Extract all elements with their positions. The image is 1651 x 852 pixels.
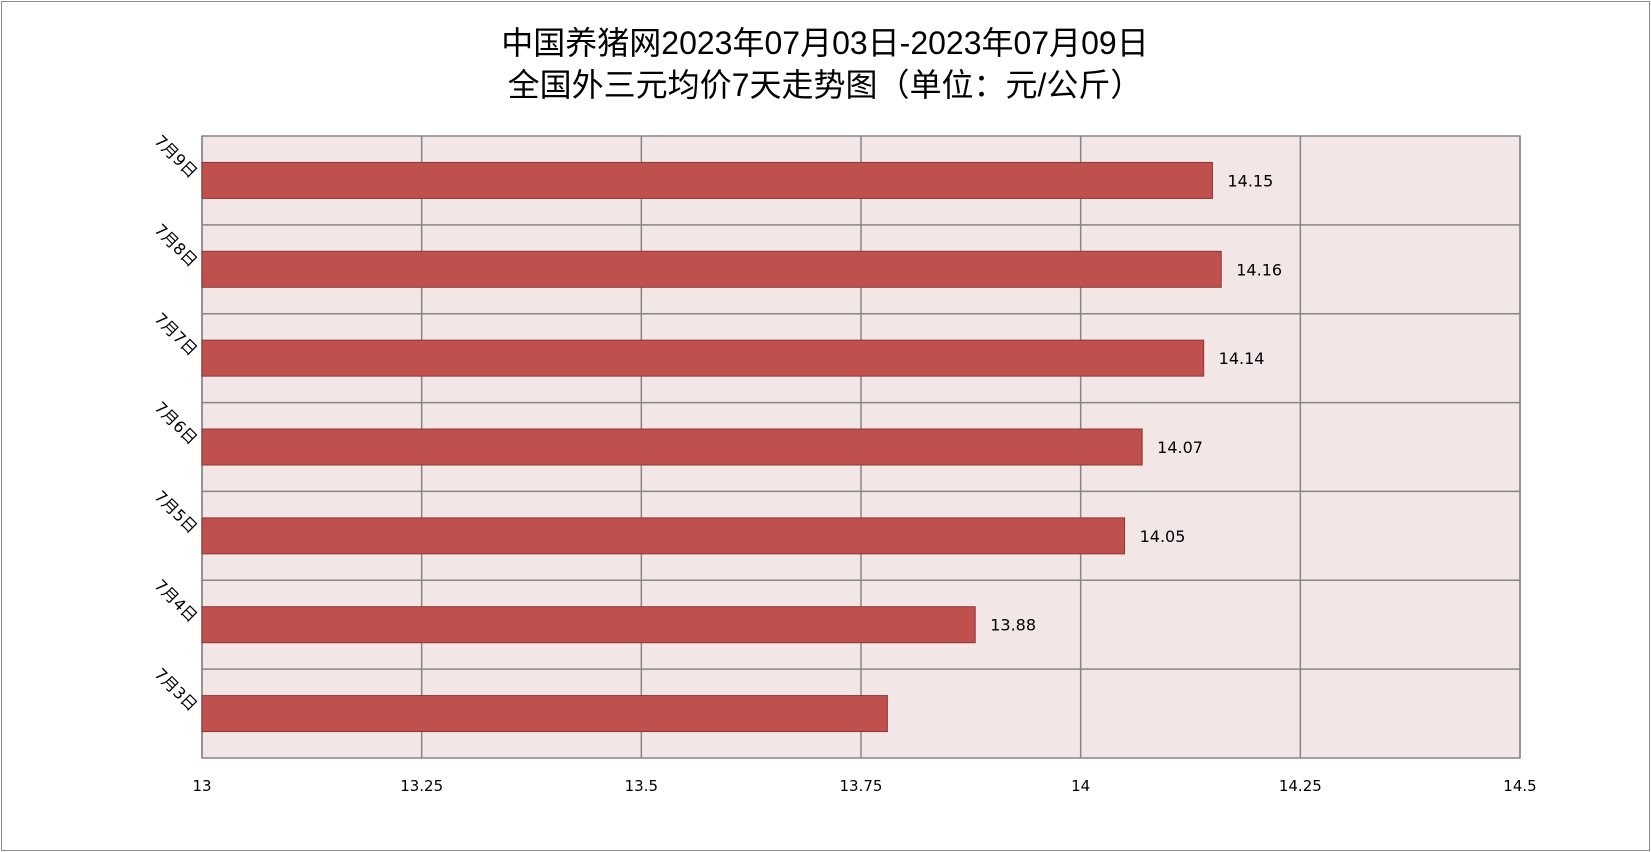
x-tick-label: 13.5 [625, 777, 658, 795]
y-category-label: 7月4日 [151, 576, 201, 626]
data-label: 14.16 [1236, 260, 1282, 279]
bar-4 [201, 428, 1143, 466]
bar-7 [201, 161, 1213, 199]
bar-5 [201, 339, 1205, 377]
y-category-label: 7月6日 [151, 398, 201, 448]
data-label: 14.15 [1227, 171, 1273, 190]
chart-title: 中国养猪网2023年07月03日-2023年07月09日 全国外三元均价7天走势… [225, 22, 1425, 106]
data-label: 14.05 [1140, 527, 1186, 546]
bar-1 [201, 695, 888, 733]
bar-3 [201, 517, 1126, 555]
chart-title-line-2: 全国外三元均价7天走势图（单位：元/公斤） [507, 67, 1143, 103]
y-category-label: 7月3日 [151, 664, 201, 714]
data-label: 14.14 [1219, 349, 1265, 368]
data-label: 14.07 [1157, 438, 1203, 457]
y-category-label: 7月7日 [151, 309, 201, 359]
x-tick-label: 14 [1071, 777, 1090, 795]
y-category-label: 7月5日 [151, 487, 201, 537]
x-tick-label: 14.5 [1503, 777, 1536, 795]
data-label: 13.88 [990, 616, 1036, 635]
x-tick-label: 13 [192, 777, 211, 795]
x-tick-label: 14.25 [1279, 777, 1322, 795]
chart-title-line-1: 中国养猪网2023年07月03日-2023年07月09日 [501, 25, 1149, 61]
x-tick-label: 13.75 [840, 777, 883, 795]
x-tick-label: 13.25 [400, 777, 443, 795]
bar-6 [201, 250, 1222, 288]
bar-2 [201, 606, 976, 644]
y-category-label: 7月9日 [151, 131, 201, 181]
y-category-label: 7月8日 [151, 220, 201, 270]
